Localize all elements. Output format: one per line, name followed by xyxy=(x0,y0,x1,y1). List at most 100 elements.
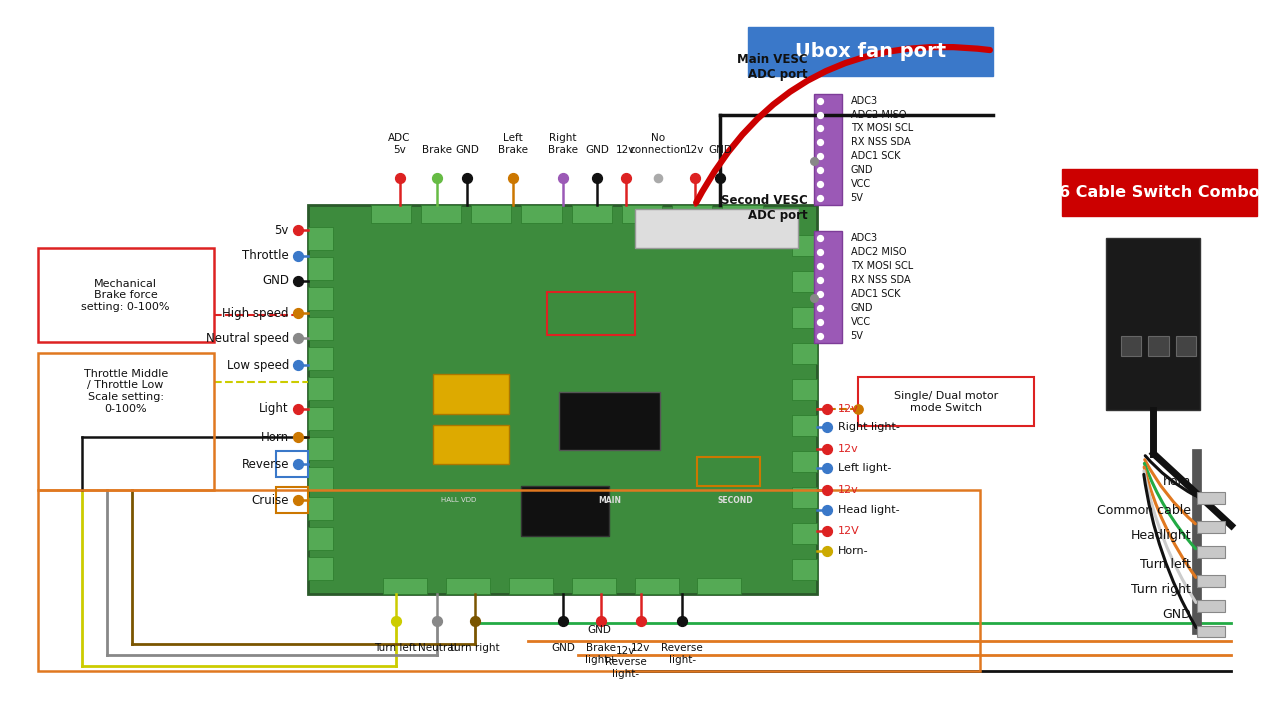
Text: SECOND: SECOND xyxy=(717,496,753,505)
Text: GND: GND xyxy=(456,145,479,155)
Point xyxy=(810,274,831,286)
FancyBboxPatch shape xyxy=(521,205,562,223)
FancyBboxPatch shape xyxy=(1176,336,1197,356)
Text: 6 Cable Switch Combo: 6 Cable Switch Combo xyxy=(1059,185,1260,200)
Point xyxy=(810,316,831,328)
FancyBboxPatch shape xyxy=(791,379,817,400)
FancyBboxPatch shape xyxy=(308,407,333,430)
Point xyxy=(810,137,831,148)
Point xyxy=(288,333,308,344)
FancyBboxPatch shape xyxy=(1061,169,1257,216)
Text: GND: GND xyxy=(851,166,873,176)
Text: ADC
5v: ADC 5v xyxy=(388,133,411,155)
Text: RX NSS SDA: RX NSS SDA xyxy=(851,275,910,285)
FancyBboxPatch shape xyxy=(434,425,509,464)
FancyBboxPatch shape xyxy=(559,392,659,450)
Point xyxy=(817,462,837,474)
Text: Common cable: Common cable xyxy=(1097,504,1192,517)
Text: horn: horn xyxy=(1164,475,1192,488)
FancyBboxPatch shape xyxy=(722,205,763,223)
FancyBboxPatch shape xyxy=(471,205,512,223)
FancyBboxPatch shape xyxy=(308,317,333,340)
FancyBboxPatch shape xyxy=(371,205,411,223)
Point xyxy=(631,616,652,627)
Point xyxy=(586,172,607,184)
Text: Head light-: Head light- xyxy=(838,505,900,515)
Point xyxy=(389,172,410,184)
Point xyxy=(428,616,448,627)
Text: HALL VDD: HALL VDD xyxy=(442,498,476,503)
Text: ADC1 SCK: ADC1 SCK xyxy=(851,289,900,299)
FancyBboxPatch shape xyxy=(308,467,333,490)
FancyBboxPatch shape xyxy=(791,343,817,364)
Text: 5V: 5V xyxy=(851,330,864,341)
Text: Cruise: Cruise xyxy=(251,494,289,507)
Text: ADC2 MISO: ADC2 MISO xyxy=(851,109,906,120)
FancyBboxPatch shape xyxy=(791,523,817,544)
FancyBboxPatch shape xyxy=(1198,600,1225,612)
Point xyxy=(288,307,308,319)
Point xyxy=(817,484,837,495)
FancyBboxPatch shape xyxy=(308,497,333,520)
Text: GND: GND xyxy=(851,303,873,313)
Text: Turn left: Turn left xyxy=(1140,558,1192,571)
Text: GND: GND xyxy=(585,145,609,155)
Text: Single/ Dual motor
mode Switch: Single/ Dual motor mode Switch xyxy=(893,391,998,413)
Text: Right
Brake: Right Brake xyxy=(548,133,577,155)
Text: Ubox fan port: Ubox fan port xyxy=(795,42,946,60)
FancyBboxPatch shape xyxy=(791,559,817,580)
Point xyxy=(288,250,308,261)
FancyBboxPatch shape xyxy=(421,205,461,223)
Text: ADC2 MISO: ADC2 MISO xyxy=(851,247,906,257)
FancyBboxPatch shape xyxy=(1198,626,1225,637)
Text: TX MOSI SCL: TX MOSI SCL xyxy=(851,123,913,133)
FancyBboxPatch shape xyxy=(308,205,817,594)
Text: Throttle: Throttle xyxy=(242,249,289,262)
FancyBboxPatch shape xyxy=(635,209,797,248)
Text: Reverse
light-: Reverse light- xyxy=(662,643,703,665)
FancyBboxPatch shape xyxy=(791,487,817,508)
Text: No
connection: No connection xyxy=(630,133,687,155)
Text: GND: GND xyxy=(262,274,289,287)
Text: GND: GND xyxy=(708,145,732,155)
FancyBboxPatch shape xyxy=(434,374,509,414)
Text: Horn-: Horn- xyxy=(838,546,869,556)
Text: Neutral speed: Neutral speed xyxy=(206,332,289,345)
Point xyxy=(817,421,837,433)
FancyBboxPatch shape xyxy=(308,526,333,549)
Point xyxy=(810,109,831,120)
FancyBboxPatch shape xyxy=(1198,521,1225,533)
Point xyxy=(288,495,308,506)
Point xyxy=(817,504,837,516)
Point xyxy=(810,179,831,190)
Text: VCC: VCC xyxy=(851,317,870,327)
Text: Brake
light+: Brake light+ xyxy=(585,643,617,665)
Text: 12v: 12v xyxy=(838,485,859,495)
FancyBboxPatch shape xyxy=(1198,546,1225,558)
Point xyxy=(810,150,831,162)
Text: 12v: 12v xyxy=(838,444,859,454)
FancyBboxPatch shape xyxy=(791,235,817,256)
Point xyxy=(288,275,308,287)
Text: Neutral: Neutral xyxy=(419,643,457,653)
Point xyxy=(804,155,824,166)
FancyBboxPatch shape xyxy=(672,205,713,223)
Point xyxy=(672,616,692,627)
Text: Horn: Horn xyxy=(261,431,289,444)
Text: High speed: High speed xyxy=(223,307,289,320)
Text: TX MOSI SCL: TX MOSI SCL xyxy=(851,261,913,271)
FancyBboxPatch shape xyxy=(622,205,662,223)
Text: Left light-: Left light- xyxy=(838,463,891,473)
Text: Left
Brake: Left Brake xyxy=(498,133,527,155)
FancyBboxPatch shape xyxy=(814,231,842,343)
FancyBboxPatch shape xyxy=(521,486,609,536)
FancyBboxPatch shape xyxy=(1198,575,1225,587)
FancyBboxPatch shape xyxy=(445,578,490,594)
Point xyxy=(810,95,831,107)
Point xyxy=(553,616,573,627)
Text: 12v: 12v xyxy=(616,145,635,155)
Text: 5v: 5v xyxy=(275,224,289,237)
Point xyxy=(847,403,868,415)
Text: VCC: VCC xyxy=(851,179,870,189)
Text: 12V: 12V xyxy=(838,526,860,536)
